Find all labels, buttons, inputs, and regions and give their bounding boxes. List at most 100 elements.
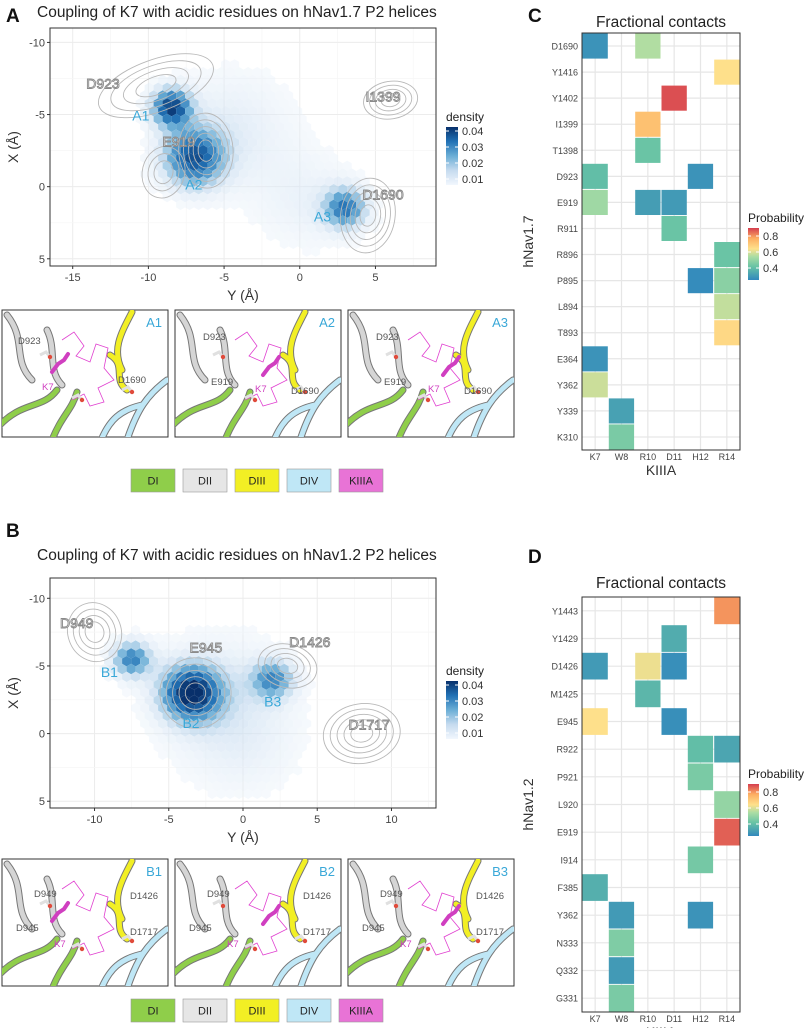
hexbin-cell <box>216 726 226 737</box>
hexbin-cell <box>248 90 258 101</box>
hexbin-cell <box>225 663 235 675</box>
contour-line <box>122 67 189 105</box>
hexbin-cell <box>293 702 303 714</box>
hexbin-cell <box>257 137 267 148</box>
hexbin-cell <box>216 757 226 768</box>
heatmap-cell <box>582 346 608 372</box>
hexbin-cell <box>275 121 285 132</box>
hexbin-cell <box>225 648 235 659</box>
hexbin-cell <box>284 230 294 242</box>
contour-cluster-b-1 <box>159 657 232 729</box>
hexbin-cell <box>239 74 249 86</box>
hexbin-layer-b <box>99 624 316 799</box>
hexbin-cell <box>338 168 348 179</box>
hexbin-cell <box>140 640 150 651</box>
heatmap-cell <box>714 242 740 268</box>
k7-sidechain-stick <box>261 904 281 926</box>
hexbin-cell <box>180 695 190 706</box>
hexbin-cell <box>180 82 190 93</box>
k7-sidechain-stick <box>50 901 70 923</box>
hexbin-cell <box>149 671 159 682</box>
heatmap-d: Fractional contacts K7 W8 R10 D11 H12 R14 Y1443… <box>520 575 804 1028</box>
site-label: A2 <box>185 177 202 193</box>
hexbin-cell <box>275 718 285 729</box>
heatmap-y-tick: R922 <box>556 745 578 755</box>
hexbin-cell <box>338 184 348 195</box>
hexbin-cell <box>239 687 249 698</box>
helix-ribbon <box>272 377 341 437</box>
hexbin-cell <box>185 90 195 101</box>
heatmap-cell <box>582 33 608 59</box>
hexbin-cell <box>234 632 244 643</box>
hexbin-cell <box>207 648 217 659</box>
heatmap-cell <box>582 163 608 189</box>
hexbin-cell <box>234 145 244 156</box>
hexbin-cell <box>225 191 235 203</box>
hexbin-cell <box>194 137 204 148</box>
heatmap-cell <box>582 874 608 901</box>
hexbin-cell <box>234 773 244 784</box>
hexbin-cell <box>108 663 118 675</box>
heatmap-y-tick: E919 <box>557 198 578 208</box>
hexbin-cell <box>194 199 204 210</box>
hexbin-cell <box>239 152 249 164</box>
hexbin-cell <box>203 168 213 179</box>
hexbin-cell <box>293 121 303 132</box>
hexbin-cell <box>306 191 316 203</box>
snapshot-b2: B2 D949 D1426 D945 K7 D1717 <box>174 858 342 987</box>
hexbin-cell <box>320 152 330 164</box>
hexbin-cell <box>302 199 312 210</box>
hexbin-cell <box>288 207 298 218</box>
hexbin-cell <box>252 741 262 753</box>
k7-sidechain-stick <box>261 355 281 377</box>
hexbin-cell <box>239 199 249 210</box>
hexbin-cell <box>225 741 235 753</box>
contour-line <box>322 703 401 765</box>
hexbin-cell <box>207 129 217 140</box>
hexbin-cell <box>293 168 303 179</box>
heatmap-y-label: hNav1.2 <box>520 778 536 830</box>
hexbin-cell <box>194 687 204 698</box>
snapshot-residue-label: D923 <box>18 336 41 347</box>
heatmap-y-tick: E945 <box>557 717 578 727</box>
contour-line <box>329 708 394 759</box>
hexbin-cell <box>369 191 379 203</box>
hexbin-cell <box>252 67 262 78</box>
hexbin-cell <box>306 129 316 140</box>
hexbin-cell <box>207 113 217 125</box>
structure-snapshots-b: B1 D949 D1426 D945 K7 D1717 B2 D949 D1426 D945 K7 D… <box>1 858 515 987</box>
hexbin-cell <box>248 671 258 682</box>
snapshot-site-label: A1 <box>146 315 162 330</box>
hexbin-cell <box>239 90 249 101</box>
hexbin-cell <box>221 199 231 210</box>
domain-label-dii: DII <box>198 1006 212 1018</box>
hexbin-cell <box>351 223 361 234</box>
chart-title-b: Coupling of K7 with acidic residues on h… <box>37 547 437 564</box>
hexbin-cell <box>315 160 325 171</box>
hexbin-cell <box>293 230 303 242</box>
hexbin-cell <box>252 663 262 675</box>
hexbin-cell <box>135 648 145 659</box>
hexbin-cell <box>270 191 280 203</box>
hexbin-cell <box>230 106 240 117</box>
contour-line <box>368 84 413 116</box>
y-axis-label: X (Å) <box>5 677 21 709</box>
snapshot-a3: A3 D923 E919 K7 D1690 <box>347 309 515 438</box>
hexbin-cell <box>257 718 267 729</box>
density-colorbar <box>446 127 458 185</box>
hexbin-cell <box>243 741 253 753</box>
density-legend-tick: 0.02 <box>462 158 483 170</box>
hexbin-cell <box>266 137 276 148</box>
hexbin-cell <box>360 207 370 218</box>
hexbin-cell <box>167 74 177 86</box>
hexbin-cell <box>198 726 208 737</box>
hexbin-cell <box>167 121 177 132</box>
hexbin-cell <box>140 687 150 698</box>
density-legend-tick: 0.02 <box>462 712 483 724</box>
hexbin-cell <box>207 98 217 109</box>
hexbin-cell <box>207 757 217 768</box>
hexbin-cell <box>221 656 231 667</box>
hexbin-cell <box>158 184 168 195</box>
hexbin-cell <box>162 710 172 721</box>
snapshot-residue-label: D923 <box>376 332 399 343</box>
